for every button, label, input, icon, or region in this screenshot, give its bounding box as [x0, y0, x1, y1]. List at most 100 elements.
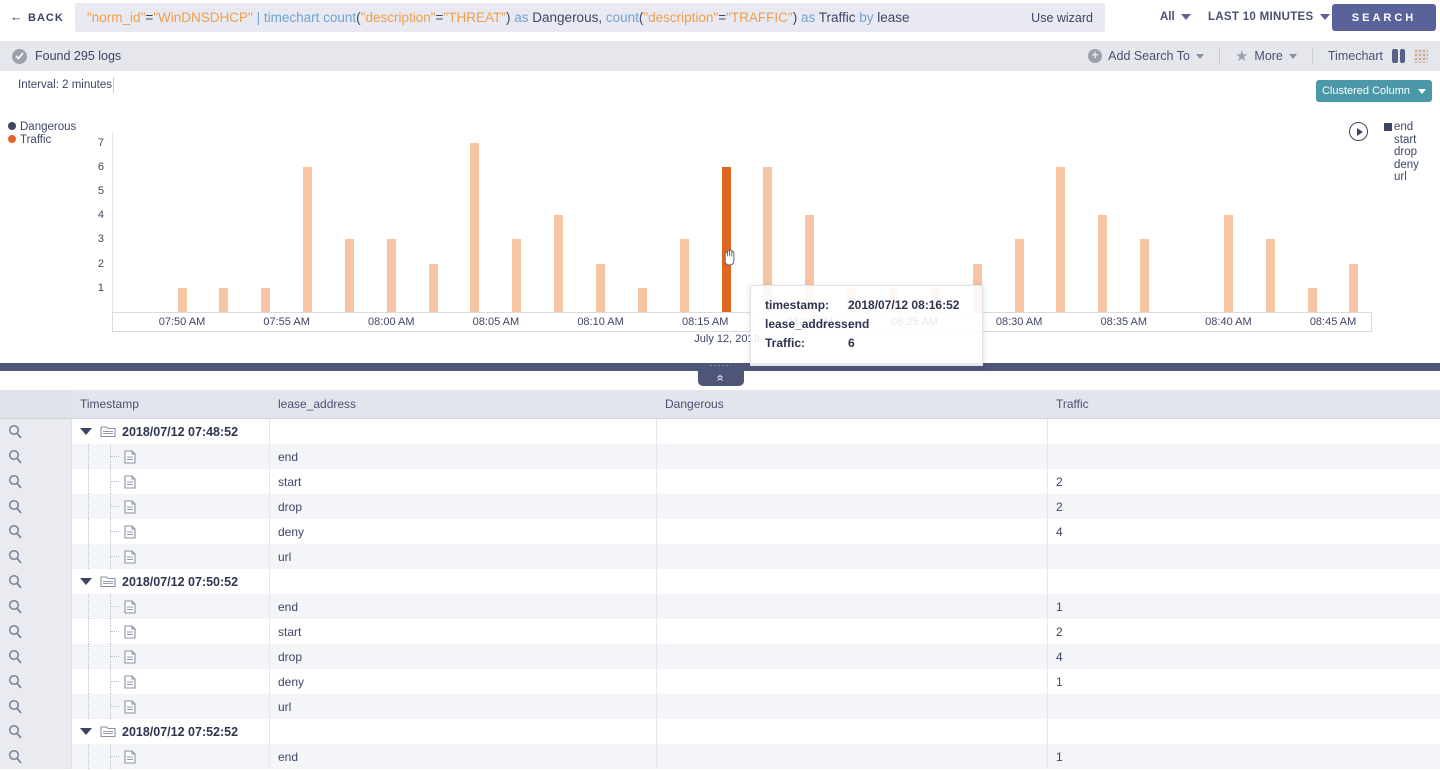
row-search-cell[interactable] — [0, 594, 72, 619]
row-search-cell[interactable] — [0, 444, 72, 469]
more-label: More — [1254, 49, 1283, 63]
group-legend-item[interactable]: start — [1384, 134, 1419, 147]
collapse-group-triangle[interactable] — [80, 578, 92, 585]
chart-bar[interactable] — [1307, 287, 1317, 312]
traffic-value: 1 — [1056, 749, 1063, 764]
chart-bar[interactable] — [679, 239, 689, 312]
lease-address-value: deny — [278, 524, 305, 539]
row-search-cell[interactable] — [0, 744, 72, 769]
panel-divider[interactable] — [0, 363, 1440, 371]
time-range-dropdown[interactable]: LAST 10 MINUTES — [1208, 11, 1331, 23]
query-input[interactable]: "norm_id"="WinDNSDHCP" | timechart count… — [75, 3, 1105, 32]
back-button[interactable]: ← BACK — [10, 9, 64, 24]
tree-connector — [72, 644, 124, 669]
chart-bar[interactable] — [596, 263, 606, 312]
timestamp-cell — [72, 594, 270, 619]
row-search-cell[interactable] — [0, 719, 72, 744]
magnifier-icon[interactable] — [8, 574, 22, 589]
chart-bar[interactable] — [303, 166, 313, 312]
traffic-cell: 4 — [1048, 519, 1440, 544]
magnifier-icon[interactable] — [8, 624, 22, 639]
column-header-lease-address[interactable]: lease_address — [278, 397, 357, 411]
divider — [1218, 48, 1220, 64]
chart-bar[interactable] — [1056, 166, 1066, 312]
chart-bar[interactable] — [1349, 263, 1359, 312]
row-search-cell[interactable] — [0, 419, 72, 444]
row-search-cell[interactable] — [0, 569, 72, 594]
legend-item[interactable]: Dangerous — [8, 121, 76, 134]
chart-bar[interactable] — [554, 215, 564, 312]
row-search-cell[interactable] — [0, 544, 72, 569]
chart-bar[interactable] — [1098, 215, 1108, 312]
magnifier-icon[interactable] — [8, 724, 22, 739]
table-group-row: 2018/07/12 07:48:52 — [0, 419, 1440, 444]
group-legend-item[interactable]: url — [1384, 171, 1419, 184]
magnifier-icon[interactable] — [8, 699, 22, 714]
chart-bar[interactable] — [261, 287, 271, 312]
view-label: Timechart — [1328, 49, 1383, 63]
dangerous-cell — [657, 644, 1048, 669]
row-search-cell[interactable] — [0, 694, 72, 719]
play-button[interactable] — [1349, 122, 1368, 141]
column-header-timestamp[interactable]: Timestamp — [80, 397, 139, 411]
row-search-cell[interactable] — [0, 669, 72, 694]
row-search-cell[interactable] — [0, 494, 72, 519]
column-header-traffic[interactable]: Traffic — [1056, 397, 1089, 411]
magnifier-icon[interactable] — [8, 549, 22, 564]
collapse-group-triangle[interactable] — [80, 428, 92, 435]
dangerous-cell — [657, 494, 1048, 519]
chart-bar[interactable] — [1223, 215, 1233, 312]
chart-bar[interactable] — [763, 166, 773, 312]
collapse-panel-button[interactable]: « — [698, 370, 744, 386]
group-legend-item[interactable]: drop — [1384, 146, 1419, 159]
add-search-to-button[interactable]: + Add Search To — [1088, 49, 1204, 63]
magnifier-icon[interactable] — [8, 524, 22, 539]
chart-bar[interactable] — [637, 287, 647, 312]
chart-bar[interactable] — [512, 239, 522, 312]
collapse-group-triangle[interactable] — [80, 728, 92, 735]
chart-type-dropdown[interactable]: Clustered Column — [1316, 80, 1432, 102]
legend-item[interactable]: Traffic — [8, 134, 76, 147]
chart-bar[interactable] — [177, 287, 187, 312]
traffic-cell — [1048, 694, 1440, 719]
chart-bar[interactable] — [386, 239, 396, 312]
row-search-cell[interactable] — [0, 644, 72, 669]
row-search-cell[interactable] — [0, 619, 72, 644]
query-token: lease — [877, 10, 910, 25]
chart-bar[interactable] — [1140, 239, 1150, 312]
grid-view-icon[interactable] — [1414, 49, 1428, 63]
group-legend-label: url — [1394, 171, 1407, 183]
tree-connector — [72, 594, 124, 619]
group-legend-item[interactable]: end — [1384, 121, 1419, 134]
group-legend-item[interactable]: deny — [1384, 159, 1419, 172]
column-header-dangerous[interactable]: Dangerous — [665, 397, 724, 411]
column-chart-view-icon[interactable] — [1392, 49, 1405, 63]
chart-bar[interactable] — [219, 287, 229, 312]
chart-bar[interactable] — [428, 263, 438, 312]
chart-bar[interactable] — [470, 142, 480, 312]
group-legend-label: start — [1394, 133, 1417, 146]
search-button[interactable]: SEARCH — [1332, 4, 1436, 31]
more-button[interactable]: ★ More — [1235, 47, 1297, 65]
magnifier-icon[interactable] — [8, 649, 22, 664]
chart-bar[interactable] — [1265, 239, 1275, 312]
magnifier-icon[interactable] — [8, 674, 22, 689]
scope-dropdown[interactable]: All — [1160, 11, 1192, 23]
magnifier-icon[interactable] — [8, 474, 22, 489]
use-wizard-link[interactable]: Use wizard — [1031, 10, 1093, 25]
chart-type-label: Clustered Column — [1321, 85, 1411, 97]
magnifier-icon[interactable] — [8, 449, 22, 464]
magnifier-icon[interactable] — [8, 499, 22, 514]
document-icon — [124, 549, 136, 564]
query-token: "WinDNSDHCP" — [153, 10, 253, 25]
chart-bar[interactable] — [721, 166, 731, 312]
row-search-cell[interactable] — [0, 469, 72, 494]
magnifier-icon[interactable] — [8, 599, 22, 614]
row-search-cell[interactable] — [0, 519, 72, 544]
chart-bar[interactable] — [344, 239, 354, 312]
chart-bar[interactable] — [1014, 239, 1024, 312]
magnifier-icon[interactable] — [8, 749, 22, 764]
query-token: ) — [506, 10, 515, 25]
chart-bar[interactable] — [805, 215, 815, 312]
magnifier-icon[interactable] — [8, 424, 22, 439]
